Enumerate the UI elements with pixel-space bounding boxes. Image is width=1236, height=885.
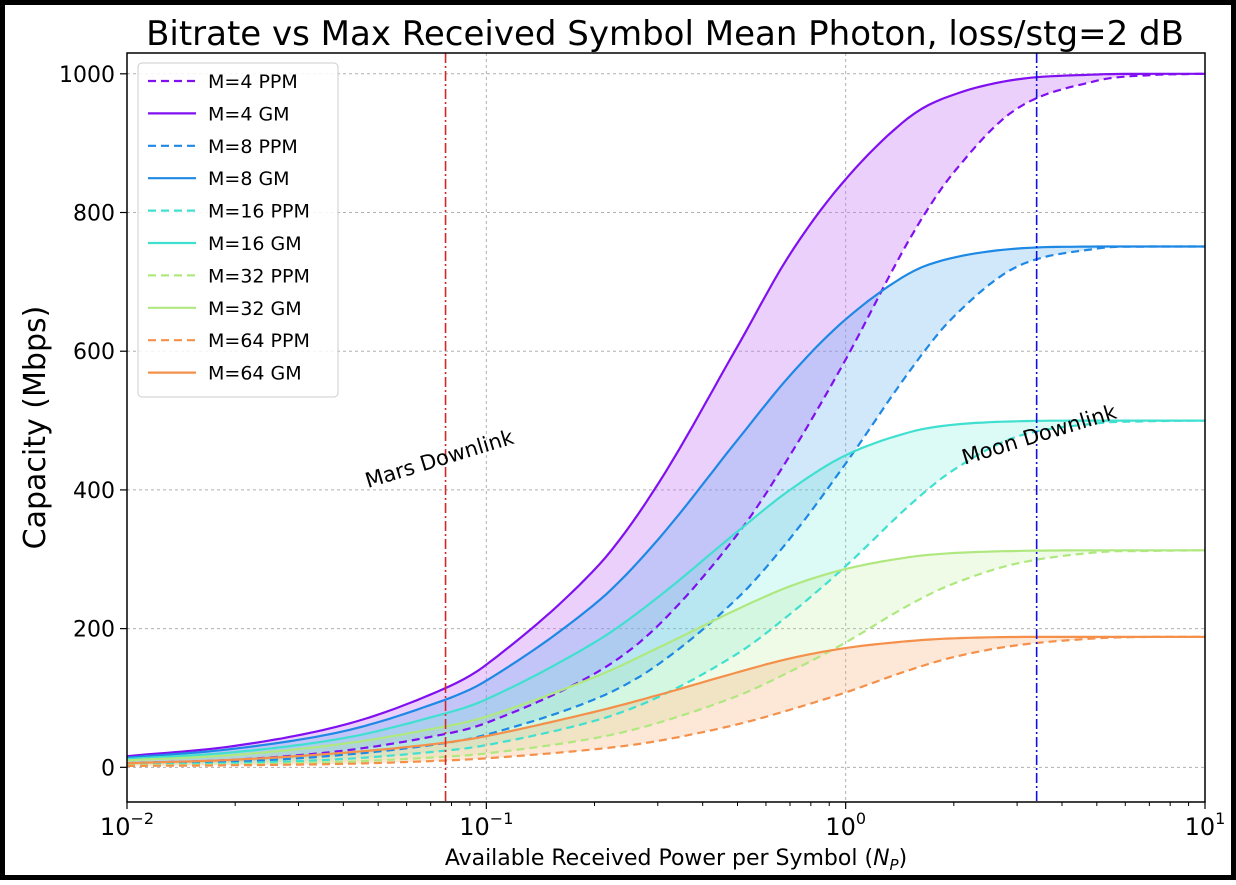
fill-region: [127, 420, 1205, 765]
y-ticks: 0 200 400 600 800 1000: [59, 63, 127, 781]
y-tick-label: 1000: [59, 63, 115, 88]
y-tick-label: 800: [73, 202, 115, 227]
y-tick-label: 200: [73, 618, 115, 643]
chart-title: Bitrate vs Max Received Symbol Mean Phot…: [146, 14, 1184, 54]
series-line: [127, 245, 1205, 759]
legend-label: M=32 GM: [208, 298, 302, 320]
series-line: [127, 72, 1205, 765]
legend-label: M=8 PPM: [208, 136, 298, 158]
y-tick-label: 600: [73, 340, 115, 365]
legend-label: M=4 PPM: [208, 71, 298, 93]
legend-label: M=32 PPM: [208, 265, 310, 287]
series-line: [127, 72, 1205, 758]
fill-region: [127, 550, 1205, 766]
y-tick-label: 400: [73, 479, 115, 504]
x-tick-label-base: 10: [100, 813, 131, 841]
y-tick-label: 0: [101, 756, 115, 781]
chart: Bitrate vs Max Received Symbol Mean Phot…: [18, 14, 1225, 874]
axes-frame: [126, 52, 1206, 803]
x-tick-label-exp: −2: [130, 809, 154, 828]
x-tick-label-base: 10: [459, 813, 490, 841]
x-tick-label-base: 10: [825, 813, 856, 841]
x-tick-label-exp: 1: [1215, 809, 1225, 828]
y-axis-label: Capacity (Mbps): [18, 306, 53, 550]
series-line: [127, 635, 1205, 765]
legend-label: M=16 PPM: [208, 201, 310, 223]
series-line: [127, 635, 1205, 767]
series-line: [127, 549, 1205, 762]
x-ticks: 10−2 10−1 100 101: [100, 802, 1225, 841]
legend-label: M=8 GM: [208, 168, 290, 190]
x-tick-label: 100: [825, 809, 866, 841]
x-tick-label: 10−2: [100, 809, 154, 841]
x-axis-label-sub: P: [890, 856, 900, 874]
x-tick-label: 101: [1185, 809, 1226, 841]
legend-label: M=64 PPM: [208, 330, 310, 352]
fill-region: [127, 636, 1205, 766]
series-line: [127, 419, 1205, 761]
fills: [127, 73, 1205, 766]
x-tick-label: 10−1: [459, 809, 513, 841]
reference-line-label: Mars Downlink: [362, 425, 517, 493]
series-lines: [127, 72, 1205, 767]
x-tick-label-base: 10: [1185, 813, 1216, 841]
x-tick-label-exp: 0: [856, 809, 866, 828]
legend-label: M=64 GM: [208, 363, 302, 385]
x-axis-label-main: Available Received Power per Symbol (: [445, 846, 873, 871]
series-line: [127, 245, 1205, 765]
x-tick-label-exp: −1: [490, 809, 514, 828]
legend: M=4 PPM M=4 GM M=8 PPM M=8 GM M=16 PPM M=16 G…: [137, 62, 339, 398]
x-axis-label-close: ): [899, 846, 908, 871]
x-axis-label: Available Received Power per Symbol (NP): [445, 846, 907, 874]
x-axis-label-var: N: [873, 846, 889, 871]
legend-label: M=16 GM: [208, 233, 302, 255]
series-line: [127, 549, 1205, 767]
legend-label: M=4 GM: [208, 103, 290, 125]
